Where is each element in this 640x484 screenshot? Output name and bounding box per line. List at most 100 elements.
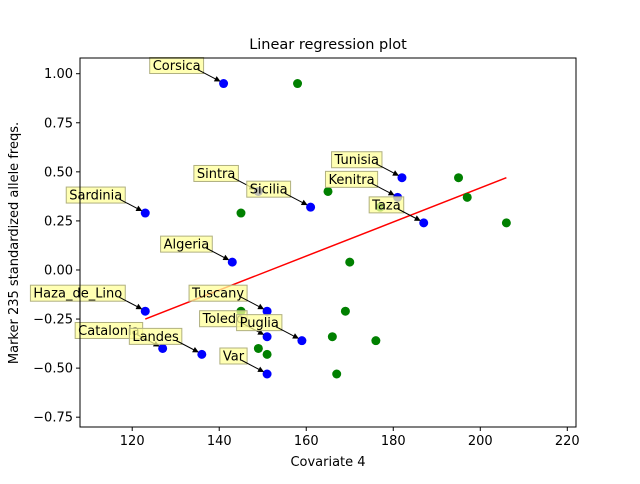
- annotation-arrowhead: [257, 366, 265, 373]
- annotation-arrowhead: [192, 346, 199, 353]
- x-tick-label: 220: [555, 434, 580, 449]
- data-point-green: [293, 79, 303, 89]
- annotation-box: [236, 314, 283, 332]
- annotation-box: [193, 164, 239, 182]
- data-point-blue: [419, 218, 429, 228]
- annotation-arrow: [197, 69, 219, 81]
- data-point-blue: [158, 343, 168, 353]
- annotation-label: Sicilia: [250, 183, 288, 198]
- annotation-label: Sardinia: [69, 189, 122, 204]
- annotation-label: Taza: [371, 198, 401, 213]
- annotation-arrowhead: [300, 199, 308, 206]
- y-tick-label: 1.00: [44, 67, 73, 82]
- point-annotations: Corsica Sintra Sicilia Tunisia Kenitra Taza Sa…: [29, 57, 421, 373]
- annotation-landes: Landes: [128, 327, 199, 353]
- data-point-green: [345, 257, 355, 267]
- annotation-box: [29, 284, 126, 302]
- annotation-arrow: [206, 247, 228, 260]
- annotation-catalonia: Catalonia: [74, 321, 160, 347]
- x-tick-label: 200: [468, 434, 493, 449]
- annotation-label: Tunisia: [334, 153, 379, 168]
- x-tick-label: 160: [294, 434, 319, 449]
- axes-frame: [79, 57, 577, 428]
- annotation-label: Var: [223, 350, 245, 365]
- data-point-blue: [397, 173, 407, 183]
- annotation-arrow: [375, 163, 398, 176]
- annotation-arrow: [284, 192, 306, 205]
- annotation-box: [331, 151, 383, 169]
- data-point-green: [253, 343, 263, 353]
- x-axis-label: Covariate 4: [290, 455, 365, 470]
- annotation-label: Sintra: [197, 167, 236, 182]
- annotation-box: [188, 284, 248, 302]
- data-point-green: [454, 173, 464, 183]
- annotation-arrow: [397, 208, 419, 221]
- annotation-arrowhead: [387, 189, 395, 196]
- x-tick-label: 180: [381, 434, 406, 449]
- annotation-label: Landes: [132, 330, 179, 345]
- annotation-arrowhead: [135, 205, 143, 212]
- annotation-box: [65, 186, 126, 204]
- annotation-arrow: [371, 182, 393, 195]
- annotation-box: [128, 327, 183, 345]
- y-tick-label: 0.75: [44, 116, 73, 131]
- annotation-sicilia: Sicilia: [246, 180, 308, 206]
- y-tick-label: −0.50: [33, 362, 73, 377]
- data-point-green: [371, 336, 381, 346]
- annotation-label: Puglia: [240, 316, 279, 331]
- annotation-sintra: Sintra: [193, 164, 256, 190]
- annotation-arrowhead: [292, 333, 299, 339]
- y-tick-label: 0.25: [44, 214, 73, 229]
- x-tick-label: 140: [207, 434, 232, 449]
- annotation-arrowhead: [392, 170, 399, 176]
- annotation-arrow: [240, 296, 263, 309]
- data-point-blue: [227, 257, 237, 267]
- data-point-blue: [306, 202, 316, 212]
- annotation-arrow: [175, 339, 198, 352]
- annotation-arrowhead: [414, 215, 421, 221]
- data-point-blue: [219, 79, 229, 89]
- data-point-green: [501, 218, 511, 228]
- data-point-green: [262, 349, 272, 359]
- annotation-label: Catalonia: [78, 324, 139, 339]
- annotation-box: [324, 170, 379, 188]
- annotation-arrowhead: [222, 254, 230, 261]
- annotation-arrow: [119, 296, 141, 309]
- annotation-arrowhead: [257, 329, 265, 335]
- annotation-arrowhead: [213, 76, 221, 82]
- x-tick-label: 120: [120, 434, 145, 449]
- data-point-blue: [262, 306, 272, 316]
- annotation-label: Toledo: [202, 312, 245, 327]
- data-point-blue: [297, 336, 307, 346]
- data-point-green: [327, 332, 337, 342]
- plot-area: [140, 79, 511, 379]
- chart-title: Linear regression plot: [249, 37, 407, 53]
- annotation-sardinia: Sardinia: [65, 186, 143, 212]
- annotation-label: Algeria: [164, 238, 210, 253]
- y-tick-label: −0.75: [33, 411, 73, 426]
- data-point-green: [332, 369, 342, 379]
- annotation-label: Tuscany: [191, 287, 244, 302]
- annotation-toledo: Toledo: [199, 310, 265, 335]
- annotation-algeria: Algeria: [160, 235, 230, 261]
- data-point-blue: [262, 369, 272, 379]
- annotation-box: [219, 347, 248, 365]
- annotation-arrow: [240, 359, 263, 372]
- data-point-green: [236, 208, 246, 218]
- annotation-arrow: [119, 198, 141, 211]
- annotation-tuscany: Tuscany: [188, 284, 265, 310]
- annotation-haza-de-lino: Haza_de_Lino: [29, 284, 143, 310]
- annotation-corsica: Corsica: [149, 57, 221, 82]
- data-point-blue: [140, 208, 150, 218]
- annotation-box: [160, 235, 213, 253]
- annotation-puglia: Puglia: [236, 314, 299, 339]
- annotation-box: [246, 180, 292, 198]
- data-point-blue: [262, 332, 272, 342]
- annotation-arrow: [275, 326, 298, 339]
- data-point-green: [323, 186, 333, 196]
- annotation-taza: Taza: [368, 196, 421, 221]
- annotation-kenitra: Kenitra: [324, 170, 395, 196]
- annotation-var: Var: [219, 347, 265, 373]
